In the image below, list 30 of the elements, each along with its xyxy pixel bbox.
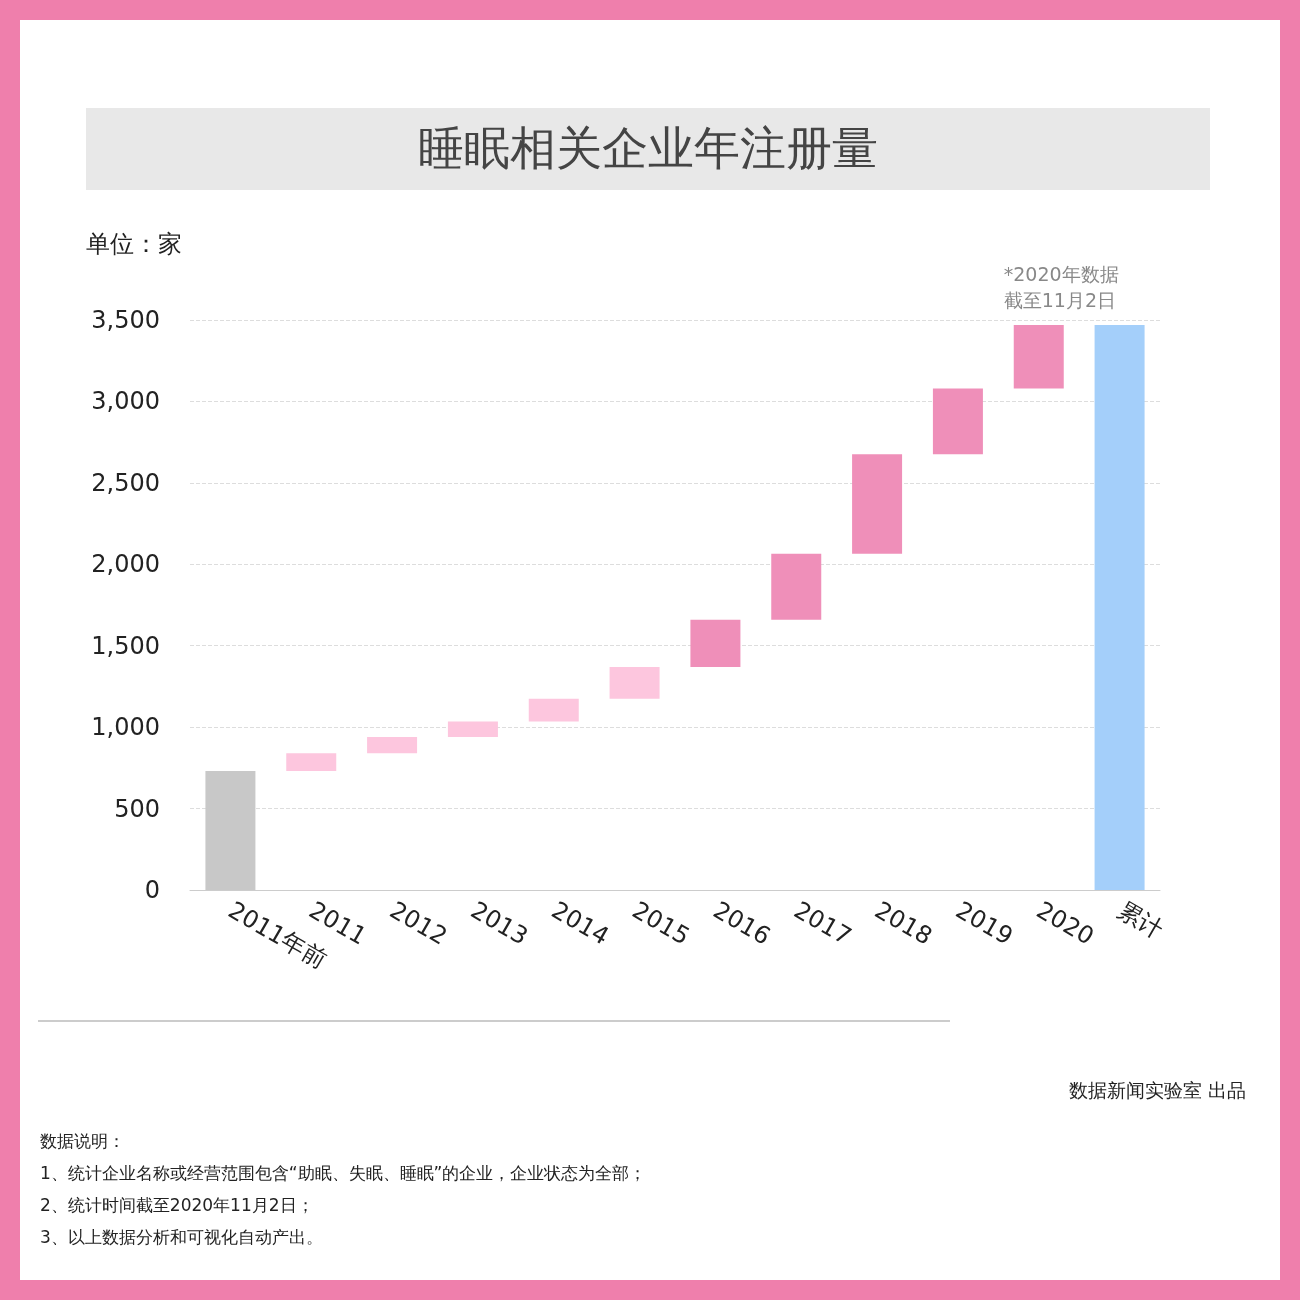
text: 1、统计企业名称或经营范围包含“助眠、失眠、睡眠”的企业，企业状态为全部； — [40, 1162, 647, 1185]
bar — [852, 454, 903, 554]
y-tick-label: 500 — [114, 794, 160, 823]
bar — [1013, 324, 1064, 389]
bar — [771, 553, 822, 620]
chart-title: 睡眠相关企业年注册量 — [86, 108, 1210, 190]
bar — [932, 388, 983, 455]
y-tick-label: 2,000 — [91, 550, 160, 579]
y-tick-label: 1,000 — [91, 713, 160, 742]
bar — [528, 698, 579, 722]
y-axis-title: 单位：家 — [86, 229, 182, 260]
text: 数据新闻实验室 出品 — [1068, 1078, 1246, 1103]
y-tick-label: 2,500 — [91, 468, 160, 497]
y-tick-label: 3,000 — [91, 387, 160, 416]
bar — [609, 666, 660, 699]
annotation: 截至11月2日 — [1003, 288, 1117, 311]
bar — [447, 721, 498, 737]
bar — [690, 619, 741, 667]
y-tick-label: 1,500 — [91, 631, 160, 660]
y-tick-label: 0 — [144, 876, 160, 904]
bar — [286, 753, 337, 772]
x-tick-label: 2017 — [789, 895, 857, 951]
bar — [1094, 324, 1145, 890]
bar — [367, 736, 418, 754]
annotation: *2020年数据 — [1003, 262, 1119, 285]
text: 3、以上数据分析和可视化自动产出。 — [40, 1226, 324, 1249]
text: 数据说明： — [40, 1130, 126, 1153]
x-tick-label: 累计 — [1112, 895, 1169, 945]
y-tick-label: 3,500 — [91, 306, 160, 334]
text: 2、统计时间截至2020年11月2日； — [40, 1194, 315, 1217]
